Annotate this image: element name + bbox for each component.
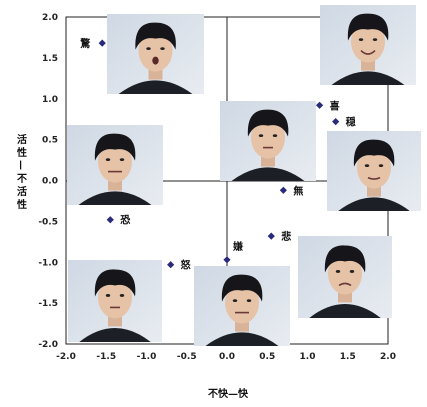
y-tick-label: -0.5: [38, 217, 58, 227]
happy-face-photo: [320, 5, 416, 85]
neutral-face-photo: [220, 101, 316, 181]
data-point-marker: [98, 39, 106, 47]
data-point-marker: [315, 101, 324, 109]
data-point-marker: [167, 261, 175, 269]
y-axis-label-char: 活: [17, 133, 27, 146]
y-axis-label-char: 活: [17, 185, 27, 198]
data-point-label: 嫌: [232, 240, 243, 253]
x-tick-label: 2.0: [380, 352, 396, 362]
data-point-label: 喜: [330, 99, 340, 112]
tick-labels: -2.0 -1.5 -1.0 -0.5 0.0 0.5 1.0 1.5 2.0 2.0 1.5 1.0…: [38, 13, 396, 362]
data-point-marker: [267, 232, 275, 240]
x-tick-label: -2.0: [56, 352, 76, 362]
data-point-label: 驚: [80, 37, 91, 50]
data-point-label: 穏: [346, 116, 356, 129]
data-point-label: 悲: [281, 230, 291, 243]
x-tick-label: 0.0: [219, 352, 235, 362]
x-tick-label: 1.0: [300, 352, 316, 362]
y-tick-label: 2.0: [42, 13, 58, 23]
x-tick-label: 0.5: [259, 352, 275, 362]
calm-face-photo: [327, 131, 421, 211]
y-axis-label: 活性—不活性: [15, 133, 27, 211]
data-point-marker: [279, 186, 287, 194]
y-tick-label: -1.5: [38, 299, 58, 309]
data-point-label: 怒: [181, 259, 191, 272]
x-axis-label: 不快—快: [208, 387, 249, 400]
y-tick-label: -1.0: [38, 258, 58, 268]
y-axis-label-char: 性: [16, 146, 27, 159]
anger-face-photo: [68, 260, 162, 342]
disgust-face-photo: [194, 266, 290, 346]
face-photos: [67, 5, 421, 346]
data-point-marker: [332, 118, 340, 126]
y-axis-label-char: 性: [16, 198, 27, 211]
y-tick-label: 1.5: [42, 54, 58, 64]
x-tick-label: -0.5: [177, 352, 197, 362]
y-tick-label: 1.0: [42, 95, 58, 105]
sad-face-photo: [298, 236, 392, 318]
surprise-face-photo: [107, 14, 204, 94]
y-tick-label: -2.0: [38, 340, 58, 350]
y-tick-label: 0.0: [42, 177, 58, 187]
data-point-marker: [106, 216, 114, 224]
y-tick-label: 0.5: [42, 136, 58, 146]
data-point-marker: [223, 256, 231, 264]
x-tick-label: 1.5: [340, 352, 356, 362]
data-point-label: 無: [293, 184, 303, 197]
x-tick-label: -1.0: [137, 352, 157, 362]
fear-face-photo: [67, 125, 163, 205]
y-axis-label-char: —: [15, 160, 26, 170]
y-axis-label-char: 不: [17, 173, 27, 185]
data-point-label: 恐: [120, 215, 130, 227]
x-tick-label: -1.5: [96, 352, 116, 362]
